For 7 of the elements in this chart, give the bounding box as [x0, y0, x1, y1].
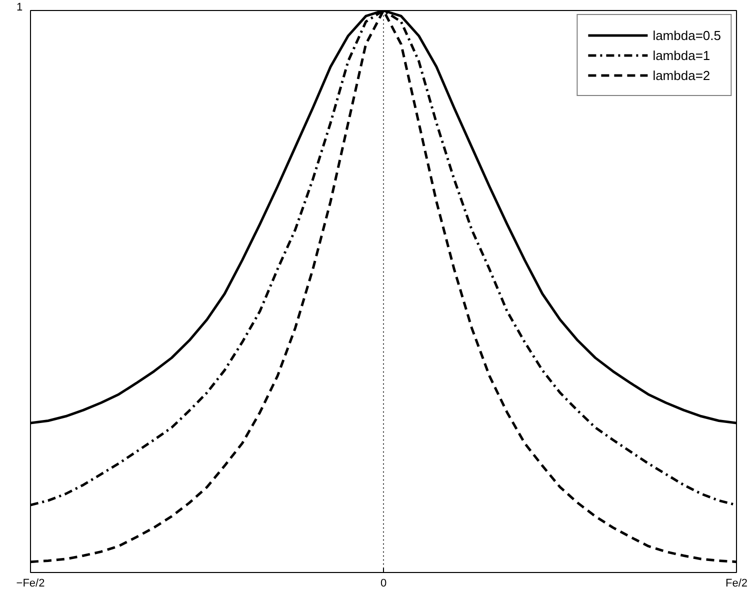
x-tick-label: 0: [380, 578, 387, 590]
text: 1: [16, 2, 23, 14]
legend-label: lambda=0.5: [652, 28, 721, 42]
legend-label: lambda=2: [652, 68, 710, 82]
x-tick-label: Fe/2: [725, 578, 748, 590]
x-tick-label: −Fe/2: [16, 578, 45, 590]
legend-label: lambda=1: [652, 48, 710, 62]
